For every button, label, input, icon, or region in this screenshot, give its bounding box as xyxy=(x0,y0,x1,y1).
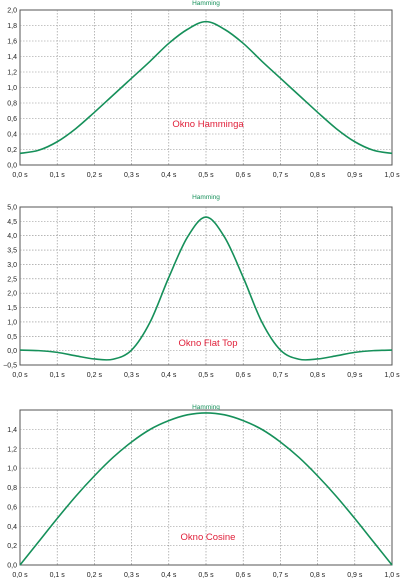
y-tick-label: 2,0 xyxy=(7,291,17,298)
y-tick-label: 1,0 xyxy=(7,466,17,473)
y-tick-label: 1,6 xyxy=(7,39,17,46)
chart-title: Hamming xyxy=(192,404,220,411)
x-tick-label: 0,8 s xyxy=(310,572,326,579)
x-tick-label: 0,4 s xyxy=(161,172,177,179)
y-tick-label: 1,4 xyxy=(7,54,17,61)
x-tick-label: 0,2 s xyxy=(87,172,103,179)
y-tick-label: 0,4 xyxy=(7,524,17,531)
x-tick-label: 1,0 s xyxy=(384,572,400,579)
x-tick-label: 0,5 s xyxy=(198,372,214,379)
y-tick-label: 3,5 xyxy=(7,248,17,255)
y-tick-label: 2,5 xyxy=(7,276,17,283)
y-tick-label: 2,0 xyxy=(7,8,17,15)
x-tick-label: 0,6 s xyxy=(236,172,252,179)
y-tick-label: 1,4 xyxy=(7,427,17,434)
x-tick-label: 0,2 s xyxy=(87,372,103,379)
y-tick-label: 0,5 xyxy=(7,334,17,341)
x-tick-label: 0,5 s xyxy=(198,172,214,179)
y-tick-label: 5,0 xyxy=(7,205,17,212)
y-tick-label: 0,0 xyxy=(7,348,17,355)
y-tick-label: 1,0 xyxy=(7,319,17,326)
chart-panel-2: 0,0 s 0,1 s 0,2 s 0,3 s 0,4 s 0,5 s 0,6 s 0,7 s… xyxy=(3,194,400,379)
x-tick-label: 0,3 s xyxy=(124,172,140,179)
y-tick-label: 1,2 xyxy=(7,70,17,77)
chart-title: Hamming xyxy=(192,0,220,7)
x-tick-label: 0,9 s xyxy=(347,372,363,379)
x-tick-label: 0,0 s xyxy=(12,172,28,179)
y-tick-label: 1,0 xyxy=(7,85,17,92)
x-tick-label: 0,4 s xyxy=(161,572,177,579)
x-tick-label: 0,9 s xyxy=(347,172,363,179)
y-tick-label: 0,0 xyxy=(7,563,17,570)
x-tick-label: 0,0 s xyxy=(12,572,28,579)
x-tick-label: 0,3 s xyxy=(124,372,140,379)
y-tick-label: 0,0 xyxy=(7,163,17,170)
x-tick-label: 0,2 s xyxy=(87,572,103,579)
y-tick-label: 0,6 xyxy=(7,116,17,123)
x-tick-label: 1,0 s xyxy=(384,372,400,379)
chart-title: Hamming xyxy=(192,194,220,201)
window-name-label: Okno Hamminga xyxy=(172,119,244,130)
y-tick-label: 0,6 xyxy=(7,504,17,511)
y-tick-label: 1,5 xyxy=(7,305,17,312)
x-tick-label: 0,1 s xyxy=(50,172,66,179)
y-tick-label: 1,8 xyxy=(7,23,17,30)
series-line-1 xyxy=(19,412,393,566)
y-tick-label: 1,2 xyxy=(7,446,17,453)
y-tick-label: 0,8 xyxy=(7,485,17,492)
y-tick-label: 4,0 xyxy=(7,233,17,240)
chart-panel-3: 0,0 s 0,1 s 0,2 s 0,3 s 0,4 s 0,5 s 0,6 s 0,7 s… xyxy=(7,404,400,579)
x-tick-label: 0,7 s xyxy=(273,572,289,579)
x-tick-label: 0,5 s xyxy=(198,572,214,579)
y-tick-label: 3,0 xyxy=(7,262,17,269)
series-line-1 xyxy=(19,216,393,361)
x-tick-label: 0,1 s xyxy=(50,372,66,379)
window-name-label: Okno Flat Top xyxy=(179,338,238,349)
y-tick-label: −0,5 xyxy=(3,363,17,370)
x-tick-label: 0,8 s xyxy=(310,372,326,379)
y-tick-label: 0,4 xyxy=(7,132,17,139)
window-name-label: Okno Cosine xyxy=(181,532,236,543)
y-tick-label: 0,8 xyxy=(7,101,17,108)
x-tick-label: 0,4 s xyxy=(161,372,177,379)
x-tick-label: 0,1 s xyxy=(50,572,66,579)
series-line-1 xyxy=(19,20,393,155)
x-tick-label: 0,9 s xyxy=(347,572,363,579)
x-tick-label: 0,7 s xyxy=(273,372,289,379)
y-tick-label: 4,5 xyxy=(7,219,17,226)
x-tick-label: 0,6 s xyxy=(236,372,252,379)
x-tick-label: 0,8 s xyxy=(310,172,326,179)
x-tick-label: 0,0 s xyxy=(12,372,28,379)
x-tick-label: 0,3 s xyxy=(124,572,140,579)
x-tick-label: 0,6 s xyxy=(236,572,252,579)
x-tick-label: 0,7 s xyxy=(273,172,289,179)
y-tick-label: 0,2 xyxy=(7,543,17,550)
chart-panel-1: 0,0 s 0,1 s 0,2 s 0,3 s 0,4 s 0,5 s 0,6 s 0,7 s… xyxy=(7,0,400,179)
y-tick-label: 0,2 xyxy=(7,147,17,154)
x-tick-label: 1,0 s xyxy=(384,172,400,179)
